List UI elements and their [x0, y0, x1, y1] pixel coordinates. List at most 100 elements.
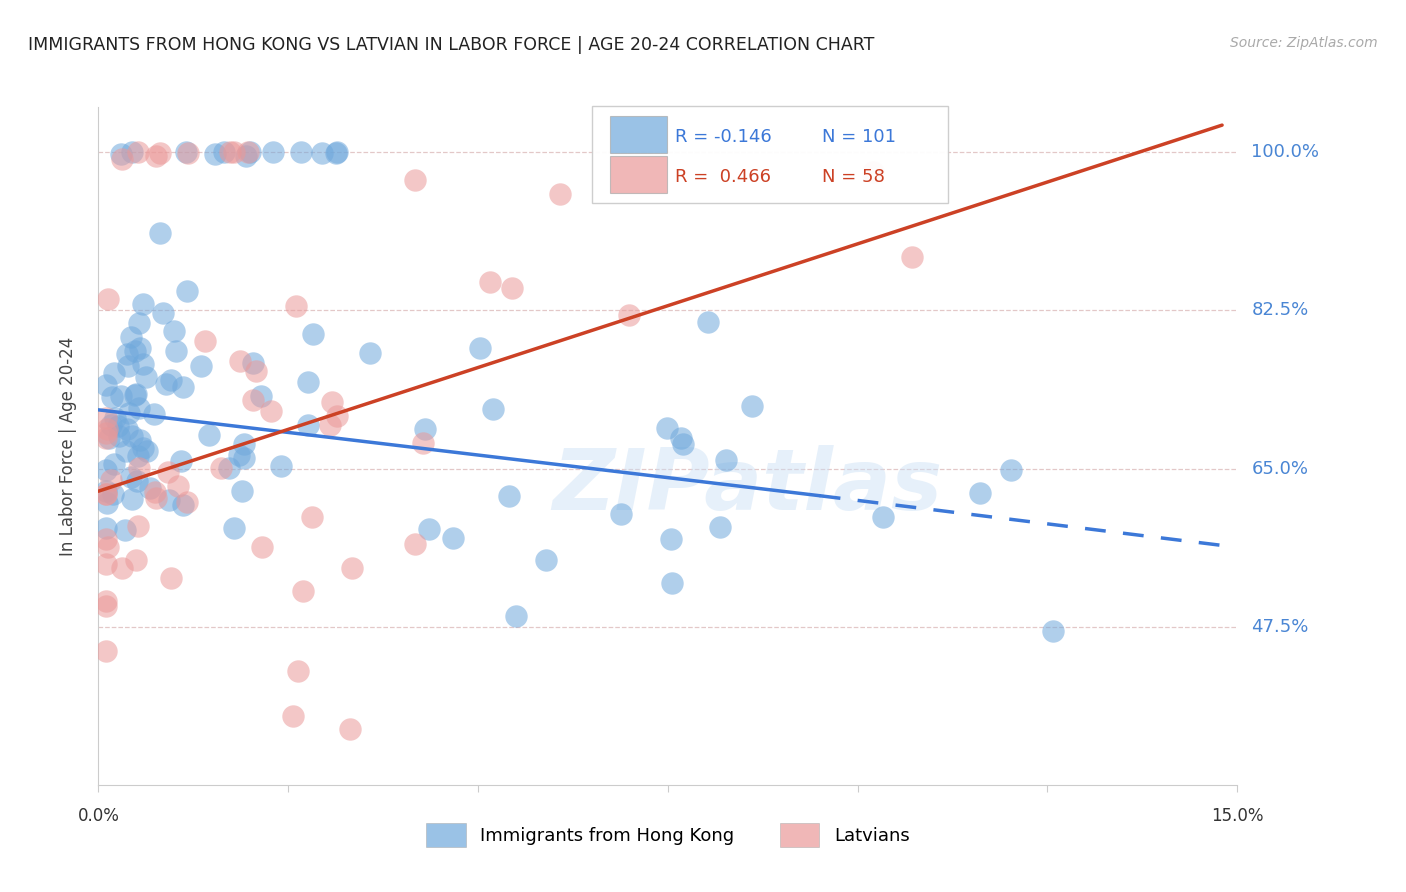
- Point: [96, 422, 118, 436]
- Point: [441, 531, 464, 545]
- Point: [98, 431, 121, 445]
- Point: [661, 576, 683, 591]
- Point: [404, 536, 426, 550]
- Text: N = 58: N = 58: [821, 169, 884, 186]
- Point: [872, 510, 894, 524]
- Point: [115, 347, 138, 361]
- Point: [157, 465, 180, 479]
- Point: [326, 145, 349, 160]
- Point: [172, 498, 194, 512]
- Text: 100.0%: 100.0%: [1251, 144, 1319, 161]
- Point: [297, 375, 319, 389]
- Point: [94, 532, 117, 546]
- Point: [97, 540, 120, 554]
- Point: [404, 172, 426, 186]
- Point: [548, 186, 571, 201]
- Point: [139, 481, 162, 495]
- Point: [260, 404, 283, 418]
- Point: [128, 461, 150, 475]
- Text: N = 101: N = 101: [821, 128, 896, 146]
- Point: [655, 421, 678, 435]
- Point: [900, 250, 922, 264]
- Point: [108, 429, 131, 443]
- Point: [169, 453, 191, 467]
- Point: [709, 520, 731, 534]
- Point: [302, 327, 325, 342]
- Point: [340, 561, 363, 575]
- Y-axis label: In Labor Force | Age 20-24: In Labor Force | Age 20-24: [59, 336, 77, 556]
- Point: [235, 149, 257, 163]
- Point: [218, 460, 240, 475]
- Point: [204, 147, 226, 161]
- Point: [218, 145, 240, 160]
- Point: [94, 487, 117, 501]
- Point: [672, 437, 695, 451]
- Point: [697, 315, 720, 329]
- Point: [127, 145, 149, 160]
- Point: [198, 427, 221, 442]
- Point: [94, 557, 117, 571]
- Point: [149, 146, 172, 161]
- Point: [233, 450, 256, 465]
- Point: [610, 508, 633, 522]
- Point: [132, 297, 155, 311]
- Point: [159, 571, 181, 585]
- Point: [129, 434, 152, 448]
- Point: [145, 149, 167, 163]
- Text: 15.0%: 15.0%: [1211, 807, 1264, 825]
- Point: [94, 521, 117, 535]
- Point: [194, 334, 217, 348]
- Point: [128, 401, 150, 415]
- Point: [110, 146, 132, 161]
- Point: [110, 389, 132, 403]
- Point: [143, 485, 166, 500]
- Point: [478, 275, 501, 289]
- Point: [222, 520, 245, 534]
- Point: [94, 425, 117, 440]
- Point: [321, 395, 343, 409]
- Point: [242, 356, 264, 370]
- Point: [412, 436, 434, 450]
- Point: [94, 487, 117, 501]
- Point: [94, 410, 117, 425]
- Point: [270, 458, 292, 473]
- Point: [239, 145, 262, 160]
- Text: R = -0.146: R = -0.146: [675, 128, 772, 146]
- Point: [94, 463, 117, 477]
- Point: [177, 146, 200, 161]
- Point: [94, 594, 117, 608]
- Point: [132, 441, 155, 455]
- Text: ZIPatlas: ZIPatlas: [553, 445, 942, 528]
- Point: [121, 428, 143, 442]
- Point: [339, 722, 361, 736]
- Point: [287, 665, 309, 679]
- Point: [100, 473, 122, 487]
- Point: [359, 346, 381, 360]
- Point: [862, 165, 884, 179]
- Point: [155, 377, 177, 392]
- Point: [115, 444, 138, 458]
- Point: [284, 299, 307, 313]
- Point: [741, 400, 763, 414]
- Text: 82.5%: 82.5%: [1251, 301, 1309, 319]
- Point: [101, 390, 124, 404]
- Text: 65.0%: 65.0%: [1251, 459, 1309, 477]
- Text: IMMIGRANTS FROM HONG KONG VS LATVIAN IN LABOR FORCE | AGE 20-24 CORRELATION CHAR: IMMIGRANTS FROM HONG KONG VS LATVIAN IN …: [28, 36, 875, 54]
- Point: [125, 552, 148, 566]
- Point: [250, 388, 273, 402]
- Point: [231, 484, 253, 499]
- Text: Source: ZipAtlas.com: Source: ZipAtlas.com: [1230, 36, 1378, 50]
- Point: [1000, 463, 1022, 477]
- Point: [172, 380, 194, 394]
- Point: [101, 487, 124, 501]
- Point: [714, 452, 737, 467]
- Point: [115, 422, 138, 436]
- Point: [229, 353, 252, 368]
- Point: [245, 364, 267, 378]
- Point: [619, 308, 641, 322]
- Point: [152, 306, 174, 320]
- Point: [242, 393, 264, 408]
- Point: [103, 366, 125, 380]
- Point: [301, 510, 323, 524]
- Point: [94, 431, 117, 445]
